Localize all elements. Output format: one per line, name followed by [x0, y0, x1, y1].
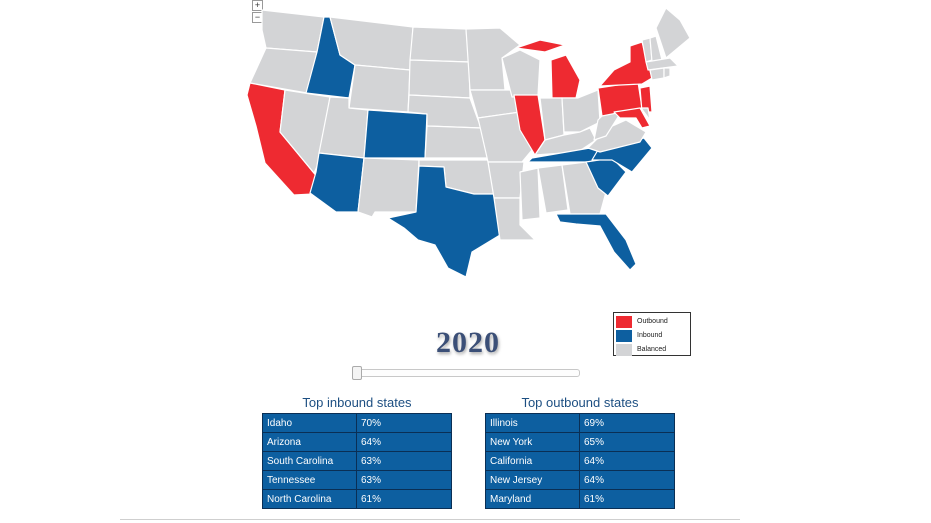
legend-item-inbound: Inbound — [616, 329, 688, 342]
percent-cell: 65% — [579, 432, 675, 452]
state-az[interactable] — [309, 152, 365, 213]
state-la[interactable] — [493, 197, 536, 241]
state-name-cell: South Carolina — [262, 451, 357, 471]
state-ri[interactable] — [663, 67, 671, 79]
state-mi[interactable] — [515, 39, 581, 99]
top-inbound-panel: Top inbound states Idaho 70% Arizona 64% Sou… — [262, 395, 452, 509]
legend-item-outbound: Outbound — [616, 315, 688, 328]
state-wa[interactable] — [261, 9, 325, 53]
legend-label: Outbound — [637, 318, 668, 325]
state-me[interactable] — [655, 7, 691, 59]
percent-cell: 64% — [356, 432, 452, 452]
table-row: Illinois 69% — [485, 413, 675, 433]
year-label: 2020 — [436, 326, 500, 359]
state-ga[interactable] — [561, 161, 607, 215]
state-al[interactable] — [537, 164, 569, 214]
table-row: Maryland 61% — [485, 489, 675, 509]
state-ar[interactable] — [487, 161, 525, 199]
top-inbound-table: Idaho 70% Arizona 64% South Carolina 63% Tenne… — [262, 413, 452, 509]
table-row: California 64% — [485, 451, 675, 471]
percent-cell: 63% — [356, 451, 452, 471]
percent-cell: 69% — [579, 413, 675, 433]
outbound-swatch — [616, 315, 632, 328]
percent-cell: 61% — [356, 489, 452, 509]
state-ak[interactable] — [249, 225, 353, 306]
state-sd[interactable] — [408, 59, 471, 99]
table-row: New Jersey 64% — [485, 470, 675, 490]
state-de[interactable] — [640, 107, 651, 121]
state-name-cell: New Jersey — [485, 470, 580, 490]
state-ny[interactable] — [599, 41, 653, 87]
inbound-swatch — [616, 329, 632, 342]
legend-label: Balanced — [637, 346, 667, 353]
zoom-controls: + − — [252, 0, 263, 24]
state-name-cell: Maryland — [485, 489, 580, 509]
balanced-swatch — [616, 343, 632, 356]
table-row: South Carolina 63% — [262, 451, 452, 471]
state-name-cell: North Carolina — [262, 489, 357, 509]
table-row: North Carolina 61% — [262, 489, 452, 509]
state-tx[interactable] — [387, 165, 501, 278]
us-states-map — [247, 7, 691, 309]
percent-cell: 70% — [356, 413, 452, 433]
state-ks[interactable] — [424, 125, 489, 159]
state-co[interactable] — [363, 109, 428, 159]
map-legend: Outbound Inbound Balanced — [613, 312, 691, 356]
legend-label: Inbound — [637, 332, 663, 339]
state-nm[interactable] — [357, 157, 420, 218]
table-row: Arizona 64% — [262, 432, 452, 452]
state-wy[interactable] — [348, 64, 411, 113]
state-wi[interactable] — [501, 49, 541, 98]
state-name-cell: Tennessee — [262, 470, 357, 490]
state-name-cell: Arizona — [262, 432, 357, 452]
legend-item-balanced: Balanced — [616, 343, 688, 356]
state-fl[interactable] — [555, 213, 637, 271]
percent-cell: 63% — [356, 470, 452, 490]
state-md[interactable] — [613, 107, 651, 129]
state-nd[interactable] — [409, 26, 470, 63]
percent-cell: 64% — [579, 451, 675, 471]
zoom-in-button[interactable]: + — [252, 0, 263, 11]
top-outbound-panel: Top outbound states Illinois 69% New York 6… — [485, 395, 675, 509]
state-name-cell: New York — [485, 432, 580, 452]
state-nj[interactable] — [639, 85, 653, 113]
top-inbound-title: Top inbound states — [302, 395, 412, 410]
percent-cell: 61% — [579, 489, 675, 509]
state-name-cell: Idaho — [262, 413, 357, 433]
percent-cell: 64% — [579, 470, 675, 490]
table-row: Tennessee 63% — [262, 470, 452, 490]
state-hi[interactable] — [369, 235, 411, 309]
state-name-cell: Illinois — [485, 413, 580, 433]
state-name-cell: California — [485, 451, 580, 471]
top-outbound-table: Illinois 69% New York 65% California 64% New J… — [485, 413, 675, 509]
year-slider-handle[interactable] — [352, 366, 362, 380]
state-ms[interactable] — [519, 167, 541, 221]
year-slider[interactable] — [352, 366, 580, 380]
state-ct[interactable] — [649, 67, 665, 81]
top-outbound-title: Top outbound states — [521, 395, 639, 410]
state-ma[interactable] — [645, 57, 679, 71]
divider — [120, 519, 740, 520]
table-row: Idaho 70% — [262, 413, 452, 433]
table-row: New York 65% — [485, 432, 675, 452]
